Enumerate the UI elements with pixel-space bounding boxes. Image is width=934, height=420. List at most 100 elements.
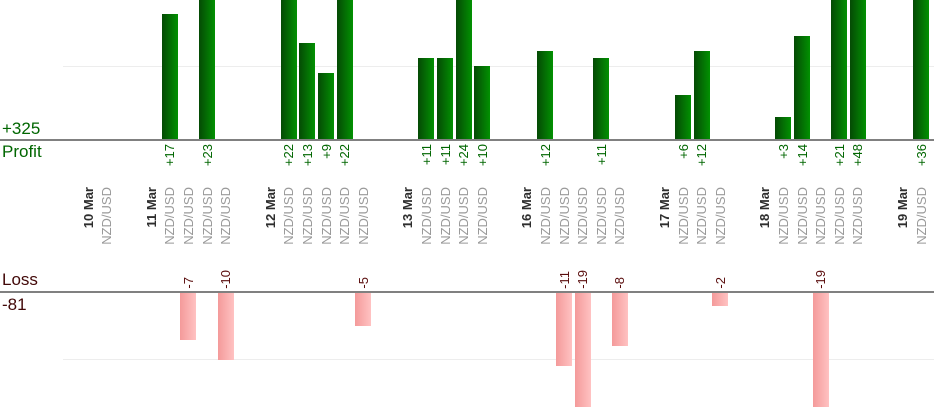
axis-symbol-label: NZD/USD bbox=[160, 187, 179, 245]
profit-pane: +325 bbox=[0, 0, 934, 141]
axis-symbol-label-text: NZD/USD bbox=[318, 187, 334, 245]
profit-bar bbox=[161, 14, 178, 139]
axis-symbol-label: NZD/USD bbox=[279, 187, 298, 245]
profit-value-label: +48 bbox=[848, 144, 867, 166]
axis-symbol-label-text: NZD/USD bbox=[337, 187, 353, 245]
axis-symbol-label-text: NZD/USD bbox=[281, 187, 297, 245]
profit-value-label: +3 bbox=[774, 144, 793, 159]
profit-value-label: +22 bbox=[335, 144, 354, 166]
axis-symbol-label-text: NZD/USD bbox=[474, 187, 490, 245]
loss-value-label-text: -2 bbox=[712, 277, 728, 289]
loss-bar bbox=[611, 293, 628, 347]
profit-value-label-text: +13 bbox=[299, 144, 315, 167]
axis-symbol-label-text: NZD/USD bbox=[456, 187, 472, 245]
axis-symbol-label-text: NZD/USD bbox=[575, 187, 591, 245]
axis-date-label-text: 19 Mar bbox=[894, 187, 910, 229]
profit-value-label: +23 bbox=[198, 144, 217, 166]
profit-bar bbox=[913, 0, 929, 139]
axis-date-label: 18 Mar bbox=[755, 187, 774, 228]
profit-value-label: +17 bbox=[160, 144, 179, 166]
axis-symbol-label: NZD/USD bbox=[610, 187, 629, 245]
profit-value-label: +11 bbox=[436, 144, 455, 165]
axis-symbol-label: NZD/USD bbox=[417, 187, 436, 245]
profit-bar bbox=[849, 0, 866, 139]
loss-bar bbox=[217, 293, 234, 360]
profit-value-label-text: +12 bbox=[694, 144, 710, 167]
axis-date-label: 10 Mar bbox=[79, 187, 98, 228]
axis-symbol-label: NZD/USD bbox=[674, 187, 693, 245]
axis-symbol-label: NZD/USD bbox=[335, 187, 354, 245]
loss-value-label: -19 bbox=[573, 270, 592, 289]
axis-symbol-label: NZD/USD bbox=[179, 187, 198, 245]
profit-bar bbox=[418, 58, 435, 139]
loss-value-label: -5 bbox=[354, 277, 373, 289]
axis-date-label: 11 Mar bbox=[142, 187, 161, 227]
loss-pane: -81 bbox=[0, 293, 934, 407]
profit-bar bbox=[693, 50, 710, 139]
profit-value-label-text: +23 bbox=[199, 144, 215, 167]
axis-symbol-label-text: NZD/USD bbox=[612, 187, 628, 245]
loss-value-label: -11 bbox=[555, 271, 574, 289]
profit-value-label-text: +11 bbox=[437, 144, 453, 166]
profit-value-label: +9 bbox=[317, 144, 336, 159]
axis-symbol-label-text: NZD/USD bbox=[218, 187, 234, 245]
axis-symbol-label-text: NZD/USD bbox=[775, 187, 791, 245]
axis-symbol-label: NZD/USD bbox=[354, 187, 373, 245]
profit-value-label: +6 bbox=[674, 144, 693, 159]
axis-symbol-label-text: NZD/USD bbox=[437, 187, 453, 245]
profit-value-label-text: +14 bbox=[794, 144, 810, 167]
axis-date-label-text: 16 Mar bbox=[519, 187, 535, 229]
profit-value-label: +12 bbox=[692, 144, 711, 166]
loss-value-label-text: -5 bbox=[355, 277, 371, 289]
axis-symbol-label: NZD/USD bbox=[216, 187, 235, 245]
profit-section-title: Profit bbox=[2, 142, 42, 161]
axis-symbol-label: NZD/USD bbox=[536, 187, 555, 245]
profit-value-label-text: +48 bbox=[850, 144, 866, 167]
profit-gridline bbox=[63, 66, 934, 67]
profit-value-label-text: +6 bbox=[675, 144, 691, 159]
profit-value-label: +10 bbox=[473, 144, 492, 166]
profit-value-label-text: +11 bbox=[593, 144, 609, 166]
loss-total-label: -81 bbox=[2, 295, 27, 314]
profit-total-label: +325 bbox=[2, 119, 41, 138]
axis-symbol-label-text: NZD/USD bbox=[675, 187, 691, 245]
axis-symbol-label: NZD/USD bbox=[774, 187, 793, 245]
axis-symbol-label-text: NZD/USD bbox=[418, 187, 434, 245]
axis-symbol-label-text: NZD/USD bbox=[556, 187, 572, 245]
axis-date-label: 16 Mar bbox=[517, 187, 536, 228]
loss-value-label: -10 bbox=[216, 270, 235, 289]
profit-bar bbox=[537, 50, 554, 139]
profit-bar bbox=[474, 65, 491, 139]
axis-symbol-label-text: NZD/USD bbox=[199, 187, 215, 245]
axis-symbol-label-text: NZD/USD bbox=[299, 187, 315, 245]
profit-value-label-text: +22 bbox=[281, 144, 297, 167]
profit-value-label: +14 bbox=[793, 144, 812, 166]
axis-symbol-label-text: NZD/USD bbox=[99, 187, 115, 245]
axis-symbol-label: NZD/USD bbox=[555, 187, 574, 245]
axis-symbol-label: NZD/USD bbox=[473, 187, 492, 245]
axis-date-label: 13 Mar bbox=[398, 187, 417, 228]
profit-value-label-text: +9 bbox=[318, 144, 334, 159]
profit-bar bbox=[593, 58, 610, 139]
profit-value-label: +36 bbox=[912, 144, 931, 166]
axis-symbol-label-text: NZD/USD bbox=[355, 187, 371, 245]
axis-symbol-label-text: NZD/USD bbox=[180, 187, 196, 245]
axis-symbol-label-text: NZD/USD bbox=[593, 187, 609, 245]
profit-value-label-text: +24 bbox=[456, 144, 472, 167]
axis-symbol-label: NZD/USD bbox=[711, 187, 730, 245]
axis-symbol-label-text: NZD/USD bbox=[794, 187, 810, 245]
profit-value-label-text: +36 bbox=[913, 144, 929, 167]
profit-value-label: +11 bbox=[592, 144, 611, 165]
profit-value-label-text: +22 bbox=[337, 144, 353, 167]
axis-symbol-label-text: NZD/USD bbox=[850, 187, 866, 245]
axis-date-label: 17 Mar bbox=[655, 187, 674, 228]
profit-bar bbox=[318, 72, 334, 139]
loss-value-label-text: -19 bbox=[813, 270, 829, 289]
profit-value-label: +21 bbox=[830, 144, 849, 166]
axis-symbol-label-text: NZD/USD bbox=[831, 187, 847, 245]
axis-symbol-label: NZD/USD bbox=[830, 187, 849, 245]
profit-value-label: +22 bbox=[279, 144, 298, 166]
profit-bar bbox=[675, 94, 691, 139]
profit-value-label-text: +21 bbox=[831, 144, 847, 167]
